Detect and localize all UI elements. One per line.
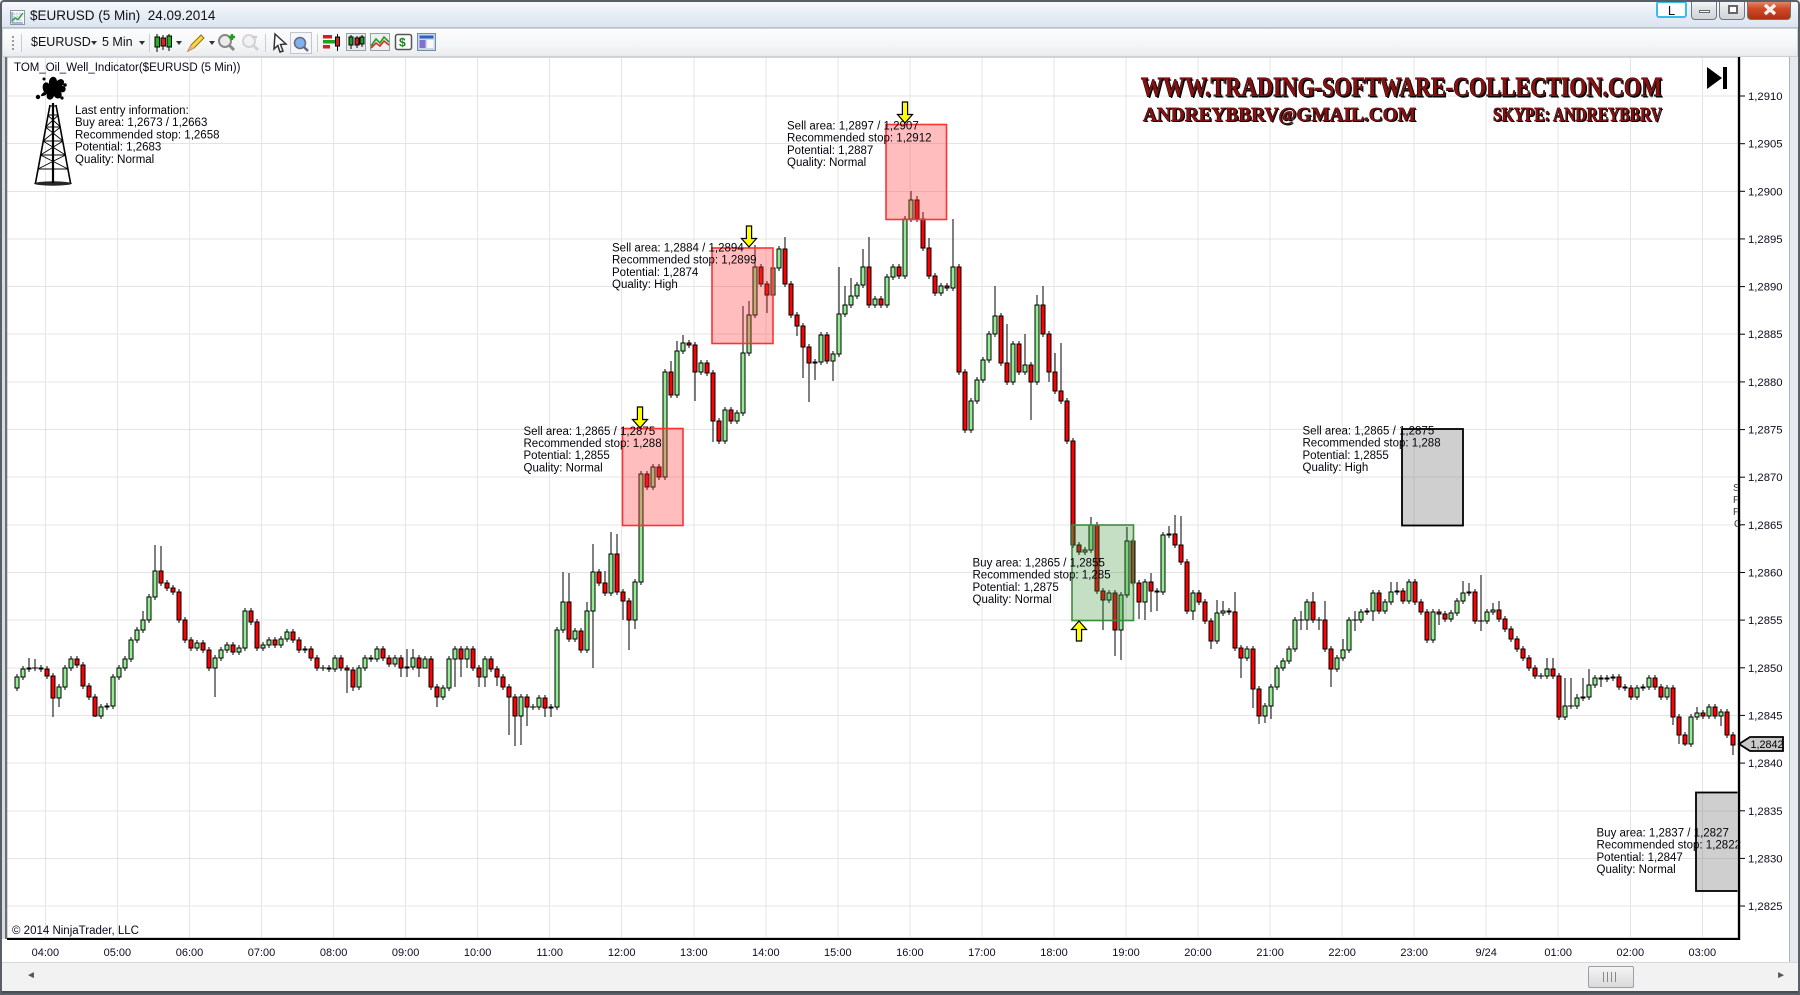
svg-text:WWW.TRADING-SOFTWARE-COLLECTIO: WWW.TRADING-SOFTWARE-COLLECTION.COM <box>1143 74 1664 104</box>
svg-text:Sell area: 1,2884 / 1,2894: Sell area: 1,2884 / 1,2894 <box>612 243 744 255</box>
svg-text:WWW.TRADING-SOFTWARE-COLLECTIO: WWW.TRADING-SOFTWARE-COLLECTION.COM <box>1141 72 1662 102</box>
svg-text:S: S <box>1733 483 1740 494</box>
svg-text:Potential: 1,2847: Potential: 1,2847 <box>1597 852 1683 864</box>
svg-text:Quality: High: Quality: High <box>1303 462 1369 474</box>
svg-text:Recommended stop: 1,285: Recommended stop: 1,285 <box>973 570 1111 582</box>
svg-text:04:00: 04:00 <box>32 947 60 959</box>
svg-text:09:00: 09:00 <box>392 947 420 959</box>
svg-text:1,2840: 1,2840 <box>1748 758 1783 770</box>
svg-text:1,2895: 1,2895 <box>1748 234 1783 246</box>
svg-text:1,2825: 1,2825 <box>1748 901 1783 913</box>
svg-text:21:00: 21:00 <box>1256 947 1284 959</box>
svg-text:ANDREYBBRV@GMAIL.COM: ANDREYBBRV@GMAIL.COM <box>1143 104 1416 126</box>
svg-text:Quality: Normal: Quality: Normal <box>75 154 154 166</box>
svg-text:Buy area: 1,2673 / 1,2663: Buy area: 1,2673 / 1,2663 <box>75 117 207 129</box>
svg-text:02:00: 02:00 <box>1617 947 1645 959</box>
svg-text:13:00: 13:00 <box>680 947 708 959</box>
svg-text:20:00: 20:00 <box>1184 947 1212 959</box>
svg-text:1,2870: 1,2870 <box>1748 472 1783 484</box>
svg-text:03:00: 03:00 <box>1689 947 1717 959</box>
svg-text:Recommended stop: 1,2822: Recommended stop: 1,2822 <box>1597 840 1741 852</box>
svg-text:SKYPE: ANDREYBBRV: SKYPE: ANDREYBBRV <box>1494 105 1663 127</box>
svg-text:Quality: Normal: Quality: Normal <box>973 594 1052 606</box>
svg-text:Recommended stop: 1,2912: Recommended stop: 1,2912 <box>787 133 931 145</box>
svg-text:9/24: 9/24 <box>1475 947 1496 959</box>
svg-text:Recommended stop: 1,288: Recommended stop: 1,288 <box>524 438 662 450</box>
svg-text:12:00: 12:00 <box>608 947 636 959</box>
svg-text:1,2905: 1,2905 <box>1748 139 1783 151</box>
svg-text:Potential: 1,2855: Potential: 1,2855 <box>524 450 610 462</box>
svg-text:15:00: 15:00 <box>824 947 852 959</box>
svg-text:Recommended stop: 1,288: Recommended stop: 1,288 <box>1303 438 1441 450</box>
svg-text:11:00: 11:00 <box>536 947 563 959</box>
svg-text:Quality: Normal: Quality: Normal <box>1597 864 1676 876</box>
svg-text:ANDREYBBRV@GMAIL.COM: ANDREYBBRV@GMAIL.COM <box>1144 105 1417 127</box>
svg-text:Recommended stop: 1,2899: Recommended stop: 1,2899 <box>612 255 756 267</box>
svg-text:1,2885: 1,2885 <box>1748 329 1783 341</box>
svg-text:19:00: 19:00 <box>1112 947 1140 959</box>
svg-text:16:00: 16:00 <box>896 947 924 959</box>
svg-text:06:00: 06:00 <box>176 947 204 959</box>
svg-text:18:00: 18:00 <box>1040 947 1068 959</box>
svg-text:1,2830: 1,2830 <box>1748 853 1783 865</box>
svg-text:1,2875: 1,2875 <box>1748 425 1783 437</box>
svg-text:Quality: Normal: Quality: Normal <box>524 462 603 474</box>
svg-text:Sell area: 1,2865 / 1,2875: Sell area: 1,2865 / 1,2875 <box>1303 426 1435 438</box>
svg-text:Potential: 1,2683: Potential: 1,2683 <box>75 142 161 154</box>
svg-text:$: $ <box>399 36 406 50</box>
svg-text:Last entry information:: Last entry information: <box>75 105 189 117</box>
svg-text:1,2900: 1,2900 <box>1748 186 1783 198</box>
svg-text:Recommended stop: 1,2658: Recommended stop: 1,2658 <box>75 129 219 141</box>
svg-text:1,2910: 1,2910 <box>1748 91 1783 103</box>
svg-text:Sell area: 1,2865 / 1,2875: Sell area: 1,2865 / 1,2875 <box>524 426 656 438</box>
svg-text:SKYPE: ANDREYBBRV: SKYPE: ANDREYBBRV <box>1493 104 1662 126</box>
svg-text:TOM_Oil_Well_Indicator($EURUSD: TOM_Oil_Well_Indicator($EURUSD (5 Min)) <box>14 62 241 74</box>
svg-text:1,2845: 1,2845 <box>1748 710 1783 722</box>
svg-text:P: P <box>1733 495 1740 506</box>
svg-text:Quality: Normal: Quality: Normal <box>787 157 866 169</box>
svg-text:Sell area: 1,2897 / 1,2907: Sell area: 1,2897 / 1,2907 <box>787 121 919 133</box>
svg-text:P: P <box>1733 507 1740 518</box>
svg-text:22:00: 22:00 <box>1328 947 1356 959</box>
svg-text:Potential: 1,2855: Potential: 1,2855 <box>1303 450 1389 462</box>
svg-text:10:00: 10:00 <box>464 947 492 959</box>
svg-text:1,2860: 1,2860 <box>1748 568 1783 580</box>
svg-text:1,2850: 1,2850 <box>1748 663 1783 675</box>
svg-text:1,2855: 1,2855 <box>1748 615 1783 627</box>
svg-text:Potential: 1,2874: Potential: 1,2874 <box>612 267 699 279</box>
svg-text:1,2890: 1,2890 <box>1748 282 1783 294</box>
svg-text:1,2835: 1,2835 <box>1748 806 1783 818</box>
svg-text:1,2842: 1,2842 <box>1751 739 1784 751</box>
svg-text:01:00: 01:00 <box>1544 947 1572 959</box>
svg-text:1,2880: 1,2880 <box>1748 377 1783 389</box>
svg-text:08:00: 08:00 <box>320 947 348 959</box>
svg-text:1,2865: 1,2865 <box>1748 520 1783 532</box>
svg-text:Quality: High: Quality: High <box>612 279 678 291</box>
svg-text:Potential: 1,2875: Potential: 1,2875 <box>973 582 1059 594</box>
svg-text:© 2014 NinjaTrader, LLC: © 2014 NinjaTrader, LLC <box>12 925 139 937</box>
svg-text:Buy area: 1,2865 / 1,2855: Buy area: 1,2865 / 1,2855 <box>973 558 1105 570</box>
svg-text:Buy area: 1,2837 / 1,2827: Buy area: 1,2837 / 1,2827 <box>1597 828 1729 840</box>
svg-text:17:00: 17:00 <box>968 947 996 959</box>
svg-text:07:00: 07:00 <box>248 947 276 959</box>
svg-text:Potential: 1,2887: Potential: 1,2887 <box>787 145 873 157</box>
svg-text:23:00: 23:00 <box>1400 947 1428 959</box>
svg-text:14:00: 14:00 <box>752 947 780 959</box>
svg-text:05:00: 05:00 <box>104 947 132 959</box>
